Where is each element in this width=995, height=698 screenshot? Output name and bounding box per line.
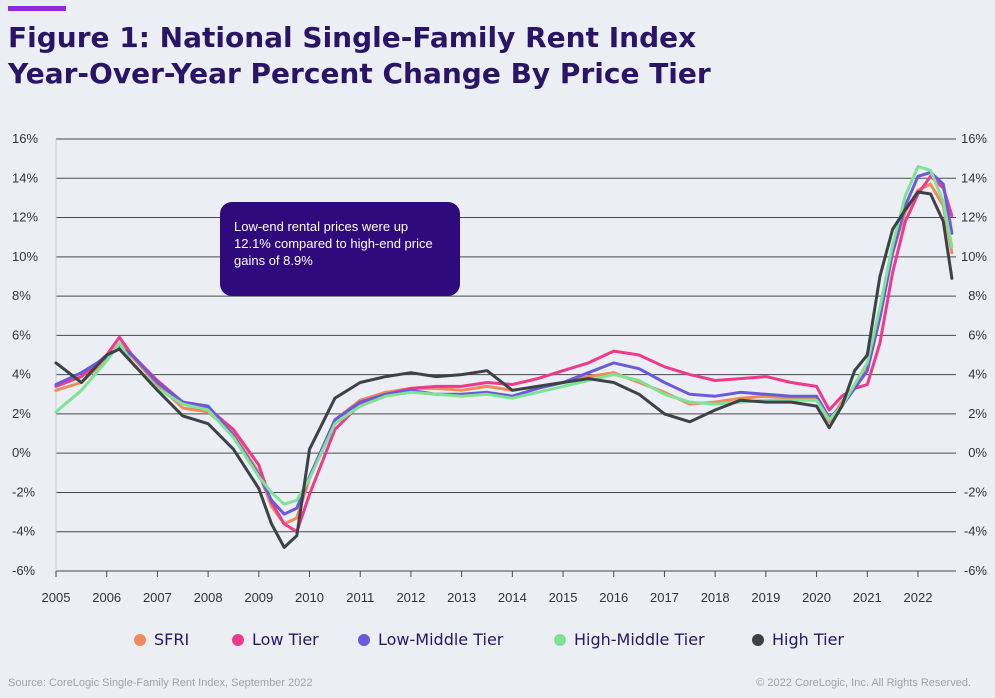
y-tick-label-left: -2% — [12, 484, 36, 499]
x-tick-label: 2017 — [650, 590, 679, 605]
title-line-1: Figure 1: National Single-Family Rent In… — [8, 21, 697, 54]
y-tick-label-left: 8% — [12, 288, 31, 303]
y-tick-label-left: 14% — [12, 170, 38, 185]
legend-label: High-Middle Tier — [574, 630, 705, 649]
x-tick-label: 2015 — [549, 590, 578, 605]
y-tick-label-left: 2% — [12, 406, 31, 421]
x-tick-label: 2021 — [853, 590, 882, 605]
series-line-low-middle-tier — [54, 170, 954, 516]
y-tick-label-left: 4% — [12, 367, 31, 382]
y-tick-label-right: -2% — [964, 484, 988, 499]
accent-bar — [8, 6, 66, 11]
y-tick-label-right: 0% — [968, 445, 987, 460]
legend-item-high-tier: High Tier — [752, 630, 844, 649]
series-lines — [54, 165, 954, 549]
legend-item-low-tier: Low Tier — [232, 630, 319, 649]
x-tick-label: 2006 — [92, 590, 121, 605]
legend-item-low-middle-tier: Low-Middle Tier — [358, 630, 503, 649]
legend-item-sfri: SFRI — [134, 630, 189, 649]
y-tick-label-right: 10% — [961, 249, 987, 264]
x-tick-label: 2014 — [498, 590, 527, 605]
x-tick-label: 2020 — [802, 590, 831, 605]
x-tick-label: 2005 — [42, 590, 71, 605]
legend-label: Low Tier — [252, 630, 319, 649]
x-tick-label: 2010 — [295, 590, 324, 605]
series-line-high-tier — [54, 190, 954, 549]
y-tick-label-left: 6% — [12, 327, 31, 342]
legend-swatch — [554, 633, 566, 646]
annotation-text: Low-end rental prices were up 12.1% comp… — [234, 219, 433, 268]
y-tick-label-right: -4% — [964, 524, 988, 539]
annotation-callout: Low-end rental prices were up 12.1% comp… — [220, 202, 460, 296]
y-tick-label-right: 6% — [968, 327, 987, 342]
copyright-note: © 2022 CoreLogic, Inc. All Rights Reserv… — [756, 677, 971, 689]
x-tick-label: 2013 — [447, 590, 476, 605]
x-tick-label: 2016 — [599, 590, 628, 605]
y-tick-label-left: 12% — [12, 210, 38, 225]
x-tick-label: 2019 — [751, 590, 780, 605]
legend: SFRI Low Tier Low-Middle Tier High-Middle T… — [0, 630, 995, 654]
x-axis-ticks: 2005 2006 2007 2008 2009 2010 2011 2012 2013 2014… — [42, 571, 933, 605]
y-tick-label-right: 4% — [968, 367, 987, 382]
y-tick-label-right: 16% — [961, 131, 987, 146]
y-tick-label-right: -6% — [964, 563, 988, 578]
series-line-sfri — [54, 182, 954, 526]
y-axis-ticks: 16% 16% 14% 14% 12% 12% 10% 10% 8% 8% 6% 6% 4% 4% 2% 2%… — [12, 131, 987, 578]
y-tick-label-left: -6% — [12, 563, 36, 578]
x-tick-label: 2012 — [396, 590, 425, 605]
y-tick-label-right: 12% — [961, 210, 987, 225]
series-line-low-tier — [54, 174, 954, 534]
legend-item-high-middle-tier: High-Middle Tier — [554, 630, 705, 649]
chart-title: Figure 1: National Single-Family Rent In… — [8, 20, 908, 92]
gridlines — [55, 138, 956, 572]
x-tick-label: 2007 — [143, 590, 172, 605]
legend-swatch — [358, 633, 370, 646]
legend-label: High Tier — [772, 630, 845, 649]
x-tick-label: 2018 — [701, 590, 730, 605]
legend-swatch — [752, 633, 764, 646]
y-tick-label-right: 14% — [961, 170, 987, 185]
legend-label: SFRI — [154, 630, 190, 649]
source-note: Source: CoreLogic Single-Family Rent Ind… — [8, 677, 313, 689]
title-line-2: Year-Over-Year Percent Change By Price T… — [8, 57, 711, 90]
y-tick-label-left: 0% — [12, 445, 31, 460]
x-tick-label: 2011 — [346, 590, 374, 605]
y-tick-label-right: 2% — [968, 406, 987, 421]
x-tick-label: 2008 — [194, 590, 223, 605]
y-tick-label-left: 16% — [12, 131, 38, 146]
series-line-high-middle-tier — [54, 165, 954, 506]
x-tick-label: 2022 — [904, 590, 933, 605]
y-tick-label-right: 8% — [968, 288, 987, 303]
y-tick-label-left: -4% — [12, 524, 36, 539]
legend-swatch — [232, 633, 244, 646]
legend-swatch — [134, 633, 146, 646]
legend-label: Low-Middle Tier — [378, 630, 504, 649]
y-tick-label-left: 10% — [12, 249, 38, 264]
x-tick-label: 2009 — [244, 590, 273, 605]
